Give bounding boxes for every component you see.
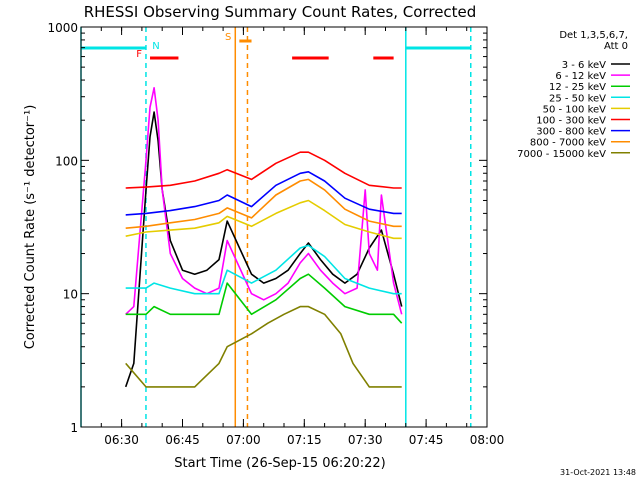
x-tick-label-4: 07:30 [348, 433, 383, 447]
series-line-1 [125, 87, 403, 315]
x-tick-label-2: 07:00 [226, 433, 261, 447]
flag-label-N: N [152, 41, 159, 52]
series-line-5 [125, 151, 402, 189]
legend-label-6: 300 - 800 keV [536, 127, 606, 138]
legend-label-7: 800 - 7000 keV [530, 138, 606, 149]
x-axis-label: Start Time (26-Sep-15 06:20:22) [174, 456, 385, 471]
legend-label-0: 3 - 6 keV [562, 60, 606, 71]
flag-group: FN S [81, 32, 471, 60]
x-tick-label-0: 06:30 [104, 433, 139, 447]
flag-label-S: S [225, 32, 231, 43]
x-tick-label-6: 08:00 [470, 433, 505, 447]
series-line-7 [125, 178, 402, 229]
legend-label-4: 50 - 100 keV [543, 104, 607, 115]
legend-label-3: 25 - 50 keV [549, 93, 606, 104]
legend-label-8: 7000 - 15000 keV [517, 149, 606, 160]
x-tick-label-5: 07:45 [409, 433, 444, 447]
y-tick-label-0: 1 [70, 421, 78, 435]
series-line-0 [124, 111, 403, 388]
x-tick-label-3: 07:15 [287, 433, 322, 447]
y-tick-label-1: 10 [63, 288, 78, 302]
axis-group: 06:30 06:45 07:00 07:15 07:30 07:45 08:00 1 10 10… [47, 21, 504, 447]
series-line-3 [125, 244, 402, 295]
y-axis-label: Corrected Count Rate (s⁻¹ detector⁻¹) [23, 105, 38, 350]
series-line-6 [125, 171, 402, 216]
chart-title: RHESSI Observing Summary Count Rates, Co… [84, 3, 477, 21]
series-line-4 [125, 199, 402, 240]
footer-date: 31-Oct-2021 13:48 [560, 468, 636, 477]
y-tick-label-2: 100 [55, 154, 78, 168]
legend-header-0: Det 1,3,5,6,7, [559, 30, 628, 41]
legend-label-1: 6 - 12 keV [555, 71, 606, 82]
series-line-2 [125, 273, 403, 324]
legend-header-1: Att 0 [604, 41, 628, 52]
x-tick-label-1: 06:45 [165, 433, 200, 447]
series-group [124, 87, 403, 388]
legend-label-2: 12 - 25 keV [549, 82, 606, 93]
legend-label-5: 100 - 300 keV [536, 116, 606, 127]
series-line-8 [125, 305, 402, 388]
flag-label-F: F [136, 49, 142, 60]
y-tick-label-3: 1000 [47, 21, 78, 35]
